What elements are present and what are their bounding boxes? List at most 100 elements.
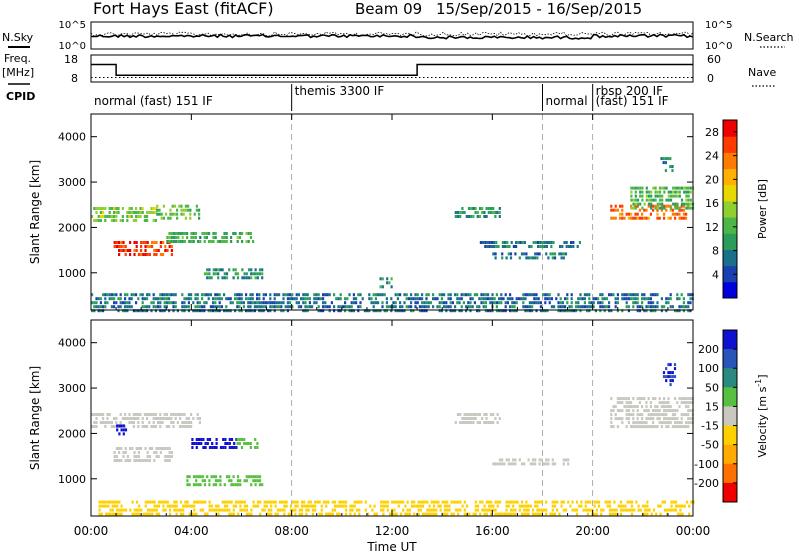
radar-data-cell xyxy=(130,297,133,301)
radar-data-cell xyxy=(102,413,105,416)
radar-data-cell xyxy=(128,305,131,309)
radar-data-cell xyxy=(286,297,289,301)
radar-data-cell xyxy=(506,297,509,301)
radar-data-cell xyxy=(168,451,171,454)
radar-data-cell xyxy=(141,421,144,424)
radar-data-cell xyxy=(121,215,124,218)
radar-data-cell xyxy=(667,297,670,301)
radar-data-cell xyxy=(98,512,101,516)
radar-data-cell xyxy=(124,301,127,305)
radar-data-cell xyxy=(641,297,644,301)
radar-data-cell xyxy=(674,194,677,198)
radar-data-cell xyxy=(550,297,553,301)
radar-data-cell xyxy=(187,301,190,305)
radar-data-cell xyxy=(669,375,672,379)
radar-data-cell xyxy=(126,455,129,458)
radar-data-cell xyxy=(135,417,138,420)
radar-data-cell xyxy=(660,425,663,429)
radar-data-cell xyxy=(302,297,305,301)
radar-data-cell xyxy=(438,309,441,313)
radar-data-cell xyxy=(436,297,439,301)
radar-data-cell xyxy=(634,212,637,216)
radar-data-cell xyxy=(456,301,459,305)
radar-data-cell xyxy=(144,241,147,244)
radar-data-cell xyxy=(104,425,107,428)
radar-data-cell xyxy=(163,417,166,420)
radar-data-cell xyxy=(485,413,488,416)
radar-data-cell xyxy=(630,212,633,216)
radar-data-cell xyxy=(148,455,151,458)
radar-data-cell xyxy=(170,301,173,305)
cpid-mode-label: (fast) 151 IF xyxy=(596,94,669,108)
radar-data-cell xyxy=(183,425,186,428)
radar-data-cell xyxy=(274,500,277,504)
radar-data-cell xyxy=(392,305,395,309)
radar-data-cell xyxy=(175,240,178,243)
radar-data-cell xyxy=(482,241,485,244)
radar-data-cell xyxy=(660,309,663,313)
radar-data-cell xyxy=(616,309,619,313)
radar-data-cell xyxy=(394,305,397,309)
radar-data-cell xyxy=(687,305,690,309)
radar-data-cell xyxy=(458,301,461,305)
radar-data-cell xyxy=(472,207,475,210)
radar-data-cell xyxy=(225,232,228,235)
radar-data-cell xyxy=(450,512,453,516)
radar-data-cell xyxy=(258,309,261,313)
radar-data-cell xyxy=(610,216,613,220)
radar-data-cell xyxy=(121,219,124,222)
radar-data-cell xyxy=(135,241,138,244)
radar-data-cell xyxy=(355,500,359,504)
radar-data-cell xyxy=(151,245,154,248)
radar-data-cell xyxy=(683,202,686,206)
radar-data-cell xyxy=(285,504,288,508)
radar-data-cell xyxy=(511,309,514,313)
radar-data-cell xyxy=(217,276,220,280)
radar-data-cell xyxy=(463,512,466,516)
radar-data-cell xyxy=(118,432,121,436)
radar-data-cell xyxy=(198,216,201,220)
radar-data-cell xyxy=(643,309,646,313)
radar-data-cell xyxy=(459,413,462,416)
radar-data-cell xyxy=(313,297,316,301)
radar-data-cell xyxy=(627,397,630,401)
radar-data-cell xyxy=(665,367,668,371)
radar-data-cell xyxy=(93,207,96,210)
radar-data-cell xyxy=(122,424,125,428)
radar-data-cell xyxy=(413,504,416,508)
radar-data-cell xyxy=(236,479,240,483)
radar-data-cell xyxy=(632,425,635,429)
radar-data-cell xyxy=(249,446,252,449)
radar-data-cell xyxy=(503,462,506,466)
radar-data-cell xyxy=(177,508,180,512)
radar-data-cell xyxy=(146,500,150,504)
radar-data-cell xyxy=(523,504,526,508)
radar-data-cell xyxy=(632,405,635,409)
radar-data-cell xyxy=(156,212,159,216)
radar-data-cell xyxy=(132,219,135,222)
radar-data-cell xyxy=(188,504,191,508)
radar-data-cell xyxy=(575,500,579,504)
radar-data-cell xyxy=(300,500,304,504)
radar-data-cell xyxy=(217,512,220,516)
radar-data-cell xyxy=(205,232,208,235)
radar-data-cell xyxy=(665,425,668,429)
radar-data-cell xyxy=(687,186,690,190)
radar-data-cell xyxy=(95,421,98,424)
radar-data-cell xyxy=(678,186,681,190)
radar-data-cell xyxy=(102,215,105,218)
radar-data-cell xyxy=(333,309,336,313)
radar-data-cell xyxy=(115,219,118,222)
radar-data-cell xyxy=(610,425,613,429)
radar-data-cell xyxy=(443,301,446,305)
radar-data-cell xyxy=(636,204,639,208)
radar-data-cell xyxy=(471,297,474,301)
radar-data-cell xyxy=(627,421,630,425)
radar-data-cell xyxy=(539,301,542,305)
radar-data-cell xyxy=(228,508,231,512)
radar-data-cell xyxy=(102,207,105,210)
radar-data-cell xyxy=(159,305,162,309)
radar-data-cell xyxy=(237,512,240,516)
radar-data-cell xyxy=(181,301,184,305)
radar-data-cell xyxy=(593,512,596,516)
